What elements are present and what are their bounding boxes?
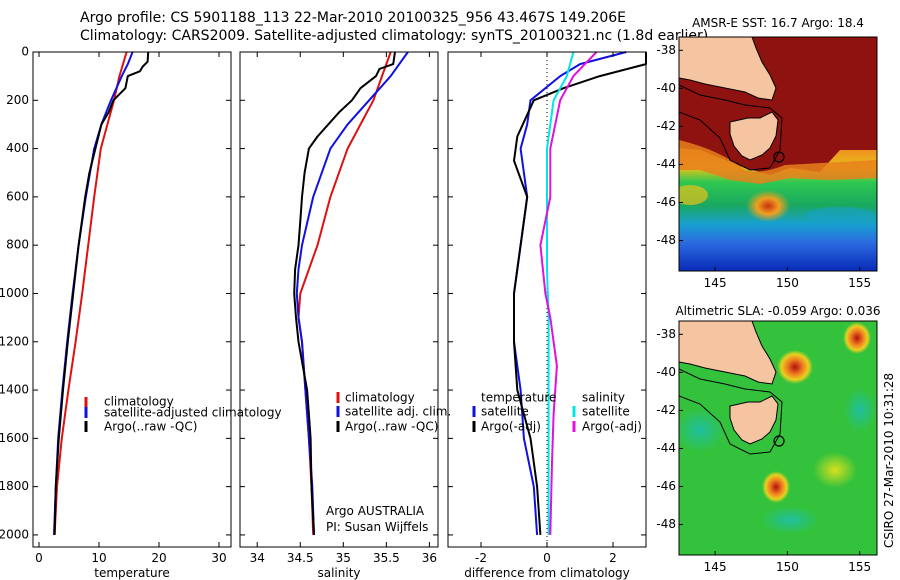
x-tick-label: 0 xyxy=(35,551,43,565)
y-tick-label: 800 xyxy=(6,238,29,252)
series-line-climatology xyxy=(53,51,128,535)
sst-map-title: AMSR-E SST: 16.7 Argo: 18.4 xyxy=(692,16,864,30)
plot-title-line1: Argo profile: CS 5901188_113 22-Mar-2010… xyxy=(80,10,627,26)
series-line-argo-raw-qc- xyxy=(293,51,396,535)
y-tick-label: 1400 xyxy=(0,383,29,397)
plot-area xyxy=(33,52,231,547)
map-y-tick-label: -44 xyxy=(656,157,676,171)
map-y-tick-label: -40 xyxy=(656,365,676,379)
y-tick-label: 1000 xyxy=(0,286,29,300)
y-tick-label: 0 xyxy=(21,45,29,59)
map-y-tick-label: -44 xyxy=(656,441,676,455)
sst-map-panel: AMSR-E SST: 16.7 Argo: 18.4 xyxy=(678,16,878,272)
legend-group-salinity: salinity xyxy=(582,391,625,405)
x-tick-label: 30 xyxy=(211,551,226,565)
map-x-tick-label: 155 xyxy=(848,560,871,574)
salinity-profile-panel: 34 34.5 35 35.5 36 salinity xyxy=(239,51,439,580)
x-axis-label: salinity xyxy=(317,566,360,580)
map-y-tick-label: -42 xyxy=(656,403,676,417)
x-tick-label: 36 xyxy=(422,551,437,565)
sla-map-panel: Altimetric SLA: -0.059 Argo: 0.036 xyxy=(675,304,881,556)
legend-label-sal-argo: Argo(-adj) xyxy=(582,420,642,434)
sla-argo-marker xyxy=(773,435,785,447)
x-axis-label: temperature xyxy=(94,566,169,580)
map-y-tick-label: -38 xyxy=(656,327,676,341)
x-axis-label: difference from climatology xyxy=(464,566,630,580)
y-tick-label: 2000 xyxy=(0,527,29,541)
sst-argo-marker xyxy=(773,151,785,163)
temperature-profile-panel: 0 10 20 30 0 200 400 600 800 1000 1200 1400 1600 1800… xyxy=(0,45,232,580)
x-tick-label: 0 xyxy=(543,551,551,565)
y-tick-label: 400 xyxy=(6,141,29,155)
map-y-tick-label: -38 xyxy=(656,43,676,57)
difference-legend: temperature satellite Argo(-adj) salinit… xyxy=(472,391,642,434)
plot-frame xyxy=(239,51,439,548)
series-line-satellite xyxy=(546,51,575,535)
map-x-tick-label: 150 xyxy=(776,560,799,574)
legend-label-satellite-adjusted: satellite-adjusted climatology xyxy=(104,406,282,420)
map-x-tick-label: 155 xyxy=(848,276,871,290)
y-tick-label: 1800 xyxy=(0,479,29,493)
x-tick-label: 10 xyxy=(91,551,106,565)
map-y-tick-label: -46 xyxy=(656,479,676,493)
legend-label-temp-satellite: satellite xyxy=(481,405,529,419)
sla-map-title: Altimetric SLA: -0.059 Argo: 0.036 xyxy=(675,304,880,318)
legend-label-satellite: satellite adj. clim. xyxy=(345,405,451,419)
y-tick-label: 200 xyxy=(6,93,29,107)
plot-area xyxy=(240,52,438,547)
x-tick-label: 34 xyxy=(250,551,265,565)
temperature-legend: climatology satellite-adjusted climatolo… xyxy=(84,395,282,434)
series-line-argo-adj- xyxy=(513,52,647,535)
legend-label-temp-argo: Argo(-adj) xyxy=(481,420,541,434)
sla-map-frame xyxy=(678,320,878,556)
x-tick-label: 35.5 xyxy=(373,551,400,565)
x-tick-label: 2 xyxy=(609,551,617,565)
map-y-tick-label: -40 xyxy=(656,81,676,95)
map-x-tick-label: 145 xyxy=(704,276,727,290)
timestamp-label: CSIRO 27-Mar-2010 10:31:28 xyxy=(882,373,896,548)
legend-label-argo: Argo(..raw -QC) xyxy=(104,420,197,434)
salinity-legend: climatology satellite adj. clim. Argo(..… xyxy=(336,391,451,434)
x-tick-label: 34.5 xyxy=(287,551,314,565)
map-y-tick-label: -48 xyxy=(656,517,676,531)
plot-frame xyxy=(32,51,232,548)
y-tick-label: 1600 xyxy=(0,431,29,445)
institution-label: Argo AUSTRALIA xyxy=(326,504,425,518)
sla-map-coastline xyxy=(679,321,783,455)
sst-map-coastline xyxy=(679,37,783,171)
map-x-tick-label: 145 xyxy=(704,560,727,574)
map-y-tick-label: -42 xyxy=(656,119,676,133)
map-x-tick-label: 150 xyxy=(776,276,799,290)
legend-label-climatology: climatology xyxy=(104,395,174,409)
pi-label: PI: Susan Wijffels xyxy=(326,520,428,534)
map-y-tick-label: -46 xyxy=(656,195,676,209)
y-tick-label: 600 xyxy=(6,189,29,203)
series-line-argo-raw-qc- xyxy=(53,51,150,535)
plot-title-line2: Climatology: CARS2009. Satellite-adjuste… xyxy=(80,28,709,44)
series-line-argo-adj- xyxy=(539,51,598,535)
legend-label-climatology: climatology xyxy=(345,391,415,405)
sst-map-frame xyxy=(678,36,878,272)
legend-label-argo: Argo(..raw -QC) xyxy=(345,420,438,434)
x-tick-label: 20 xyxy=(151,551,166,565)
y-tick-label: 1200 xyxy=(0,334,29,348)
legend-group-temperature: temperature xyxy=(481,391,556,405)
sla-map-axes: 145 150 155 -38 -40 -42 -44 -46 -48 xyxy=(656,327,871,574)
sst-map-axes: 145 150 155 -38 -40 -42 -44 -46 -48 xyxy=(656,43,871,290)
series-line-satellite-adj-clim- xyxy=(295,51,409,535)
x-tick-label: -2 xyxy=(475,551,487,565)
map-y-tick-label: -48 xyxy=(656,233,676,247)
x-tick-label: 35 xyxy=(336,551,351,565)
legend-label-sal-satellite: satellite xyxy=(582,405,630,419)
